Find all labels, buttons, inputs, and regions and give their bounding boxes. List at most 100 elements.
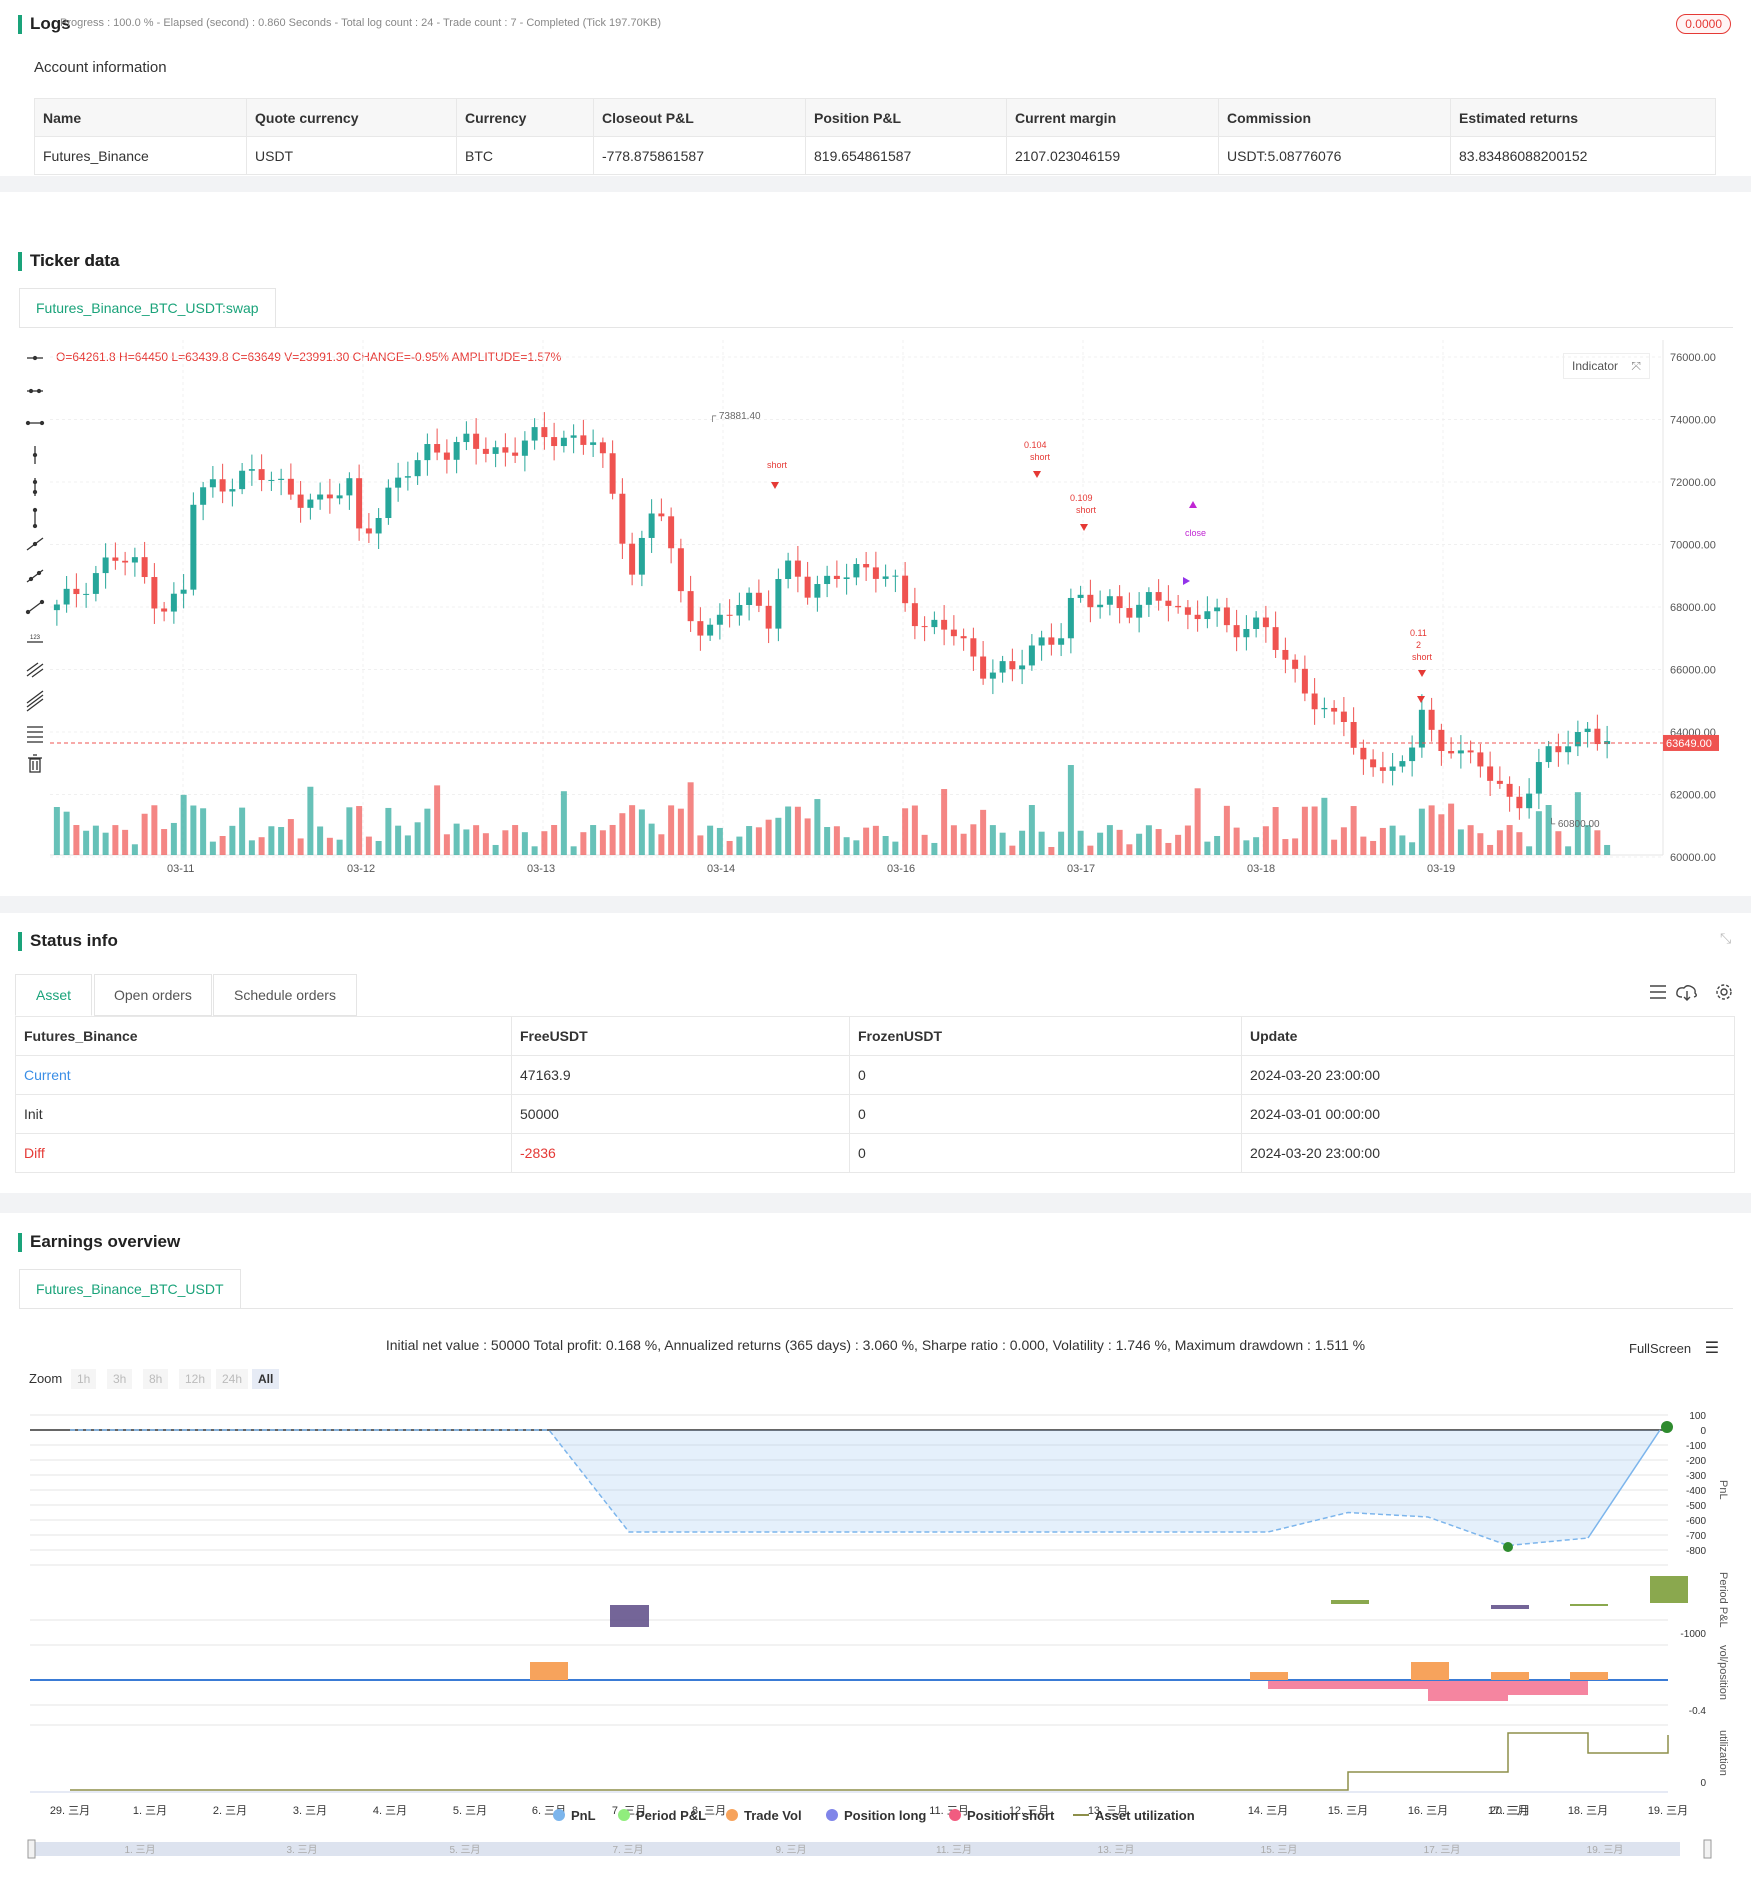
candle-body — [239, 470, 246, 490]
candle-body — [1487, 766, 1494, 781]
candle-body — [1116, 596, 1123, 609]
candle-body — [502, 447, 509, 453]
trend-line-icon[interactable] — [26, 537, 44, 551]
price-label-icon[interactable]: 123 — [27, 635, 43, 643]
volume-bar — [882, 836, 889, 855]
segment-line-icon[interactable] — [25, 599, 45, 615]
volume-bar — [1321, 797, 1328, 855]
tab-schedule-orders[interactable]: Schedule orders — [213, 974, 357, 1016]
volume-bar — [1467, 825, 1474, 855]
trash-icon[interactable] — [28, 754, 42, 773]
volume-bar — [1145, 825, 1152, 855]
utilization-line — [70, 1732, 1669, 1791]
tab-open-orders[interactable]: Open orders — [94, 974, 212, 1016]
candle-body — [1565, 746, 1572, 753]
legend-asset-utilization[interactable]: Asset utilization — [1073, 1808, 1195, 1823]
candle-body — [1379, 767, 1386, 771]
asset-row-name[interactable]: Current — [15, 1055, 512, 1095]
volume-bar — [356, 806, 363, 855]
volume-bar — [1409, 842, 1416, 855]
volume-bar — [404, 835, 411, 855]
volume-bar — [736, 836, 743, 855]
short-arrow-icon — [1417, 696, 1425, 703]
candle-body — [1126, 608, 1133, 618]
volume-bar — [687, 782, 694, 855]
price-channel-icon[interactable] — [26, 690, 44, 712]
trade-vol-bar — [530, 1662, 568, 1680]
candlestick-chart[interactable]: 76000.00 74000.00 72000.00 70000.00 68000.00… — [0, 340, 1751, 900]
asset-free: 50000 — [511, 1094, 850, 1134]
parallel-lines-icon[interactable] — [26, 662, 44, 678]
trade-vol-bar — [1411, 1662, 1449, 1680]
table-row: Diff -2836 0 2024-03-20 23:00:00 — [15, 1133, 1735, 1173]
volume-bar — [521, 832, 528, 855]
horizontal-line-icon[interactable] — [27, 355, 43, 361]
candle-body — [63, 588, 70, 605]
candle-body — [950, 629, 957, 637]
legend-pnl[interactable]: PnL — [553, 1808, 596, 1823]
legend-asset-utilization-marker — [1073, 1814, 1089, 1816]
zoom-12h[interactable]: 12h — [179, 1369, 212, 1389]
horizontal-segment-icon[interactable] — [25, 420, 45, 426]
volume-bar — [1292, 838, 1299, 855]
candle-body — [1311, 693, 1318, 710]
x-tick-label: 16. 三月 — [1408, 1805, 1448, 1817]
zoom-3h[interactable]: 3h — [107, 1369, 133, 1389]
asset-header: FrozenUSDT — [849, 1016, 1242, 1056]
tab-ticker-symbol[interactable]: Futures_Binance_BTC_USDT:swap — [19, 288, 276, 328]
navigator-tick-label: 1. 三月 — [124, 1844, 155, 1856]
pnl-tick-label: -300 — [1686, 1471, 1706, 1482]
pnl-last-marker — [1661, 1421, 1673, 1433]
fullscreen-button[interactable]: FullScreen ☰ — [1629, 1338, 1719, 1358]
zoom-all[interactable]: All — [252, 1369, 280, 1389]
asset-header: Update — [1241, 1016, 1735, 1056]
pnl-tick-label: -200 — [1686, 1456, 1706, 1467]
settings-icon[interactable] — [1716, 984, 1732, 1000]
candle-body — [629, 543, 636, 575]
legend-position-short[interactable]: Position short — [949, 1808, 1054, 1823]
menu-icon[interactable]: ☰ — [1704, 1340, 1720, 1357]
indicator-button[interactable]: Indicator ⤧ — [1563, 353, 1650, 379]
legend-period-pnl[interactable]: Period P&L — [618, 1808, 706, 1823]
navigator-tick-label: 19. 三月 — [1587, 1844, 1624, 1856]
candle-body — [473, 433, 480, 449]
volume-bar — [726, 840, 733, 855]
horizontal-ray-icon[interactable] — [27, 388, 43, 394]
fibonacci-icon[interactable] — [27, 726, 43, 743]
zoom-24h[interactable]: 24h — [216, 1369, 249, 1389]
volume-bar — [531, 846, 538, 855]
earnings-chart[interactable]: 100 0 -100 -200 -300 -400 -500 -600 -700 -800 PnL -… — [0, 1400, 1751, 1870]
navigator-track — [30, 1842, 1680, 1856]
vertical-segment-icon[interactable] — [32, 507, 38, 529]
candle-body — [814, 584, 821, 598]
cloud-download-icon[interactable] — [1676, 985, 1697, 1001]
asset-header: FreeUSDT — [511, 1016, 850, 1056]
account-cell: BTC — [456, 136, 594, 175]
period-pnl-bar-positive — [1650, 1576, 1688, 1603]
candle-body — [1331, 707, 1338, 712]
list-icon[interactable] — [1650, 985, 1666, 999]
vertical-line-icon[interactable] — [32, 446, 38, 464]
candle-body — [999, 661, 1006, 673]
candle-body — [785, 560, 792, 579]
volume-bar — [502, 830, 509, 855]
collapse-icon[interactable]: ⤡ — [1720, 930, 1732, 946]
volume-bar — [268, 826, 275, 855]
candle-body — [1175, 605, 1182, 608]
ray-line-icon[interactable] — [26, 569, 44, 583]
vertical-ray-icon[interactable] — [32, 478, 38, 496]
legend-trade-vol[interactable]: Trade Vol — [726, 1808, 802, 1823]
navigator-tick-label: 11. 三月 — [936, 1844, 972, 1856]
legend-position-long[interactable]: Position long — [826, 1808, 926, 1823]
zoom-8h[interactable]: 8h — [143, 1369, 169, 1389]
logs-badge: 0.0000 — [1676, 14, 1731, 34]
zoom-1h[interactable]: 1h — [71, 1369, 97, 1389]
tab-asset[interactable]: Asset — [15, 974, 93, 1016]
logs-panel: Logs Progress : 100.0 % - Elapsed (secon… — [0, 0, 1751, 176]
pnl-line-dashed — [70, 1429, 1589, 1547]
candle-body — [1019, 665, 1026, 670]
candle-body — [1574, 732, 1581, 747]
account-header: Closeout P&L — [593, 98, 806, 137]
asset-header: Futures_Binance — [15, 1016, 512, 1056]
tab-earnings-symbol[interactable]: Futures_Binance_BTC_USDT — [19, 1269, 241, 1309]
